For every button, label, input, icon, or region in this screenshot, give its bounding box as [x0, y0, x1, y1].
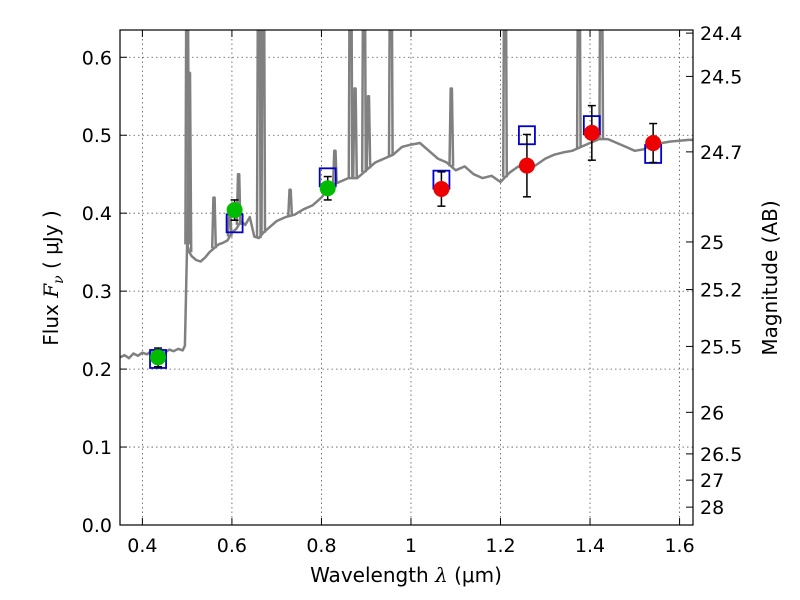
- y-tick-label: 0.5: [82, 125, 112, 147]
- x-tick-label: 0.6: [217, 535, 247, 557]
- y2-tick-label: 24.4: [700, 23, 742, 45]
- emission-line: [501, 30, 509, 178]
- y2-tick-label: 27: [700, 470, 724, 492]
- optical-point: [150, 349, 167, 366]
- y-tick-label: 0.6: [82, 47, 112, 69]
- optical-point: [319, 180, 336, 197]
- emission-line: [448, 87, 455, 167]
- x-axis-label: Wavelength λ (μm): [310, 563, 502, 587]
- emission-line: [360, 30, 368, 173]
- y2-tick-label: 24.5: [700, 66, 742, 88]
- y-tick-label: 0.4: [82, 203, 112, 225]
- spectrum-layer: [120, 30, 693, 360]
- y2-axis-label: Magnitude (AB): [758, 200, 782, 355]
- y2-tick-label: 25.5: [700, 336, 742, 358]
- emission-line: [331, 149, 338, 185]
- x-tick-label: 0.4: [127, 535, 157, 557]
- x-tick-label: 1.4: [575, 535, 605, 557]
- emission-line: [365, 95, 372, 169]
- y2-tick-label: 25: [700, 232, 724, 254]
- y-axis-label: Flux Fν ( μJy ): [39, 210, 67, 345]
- emission-line: [260, 30, 267, 233]
- emission-line: [186, 71, 193, 253]
- y-tick-label: 0.1: [82, 437, 112, 459]
- emission-line: [210, 196, 218, 249]
- optical-point: [226, 202, 243, 219]
- x-tick-label: 0.8: [306, 535, 336, 557]
- ticks: 0.4 0.6 0.8 1 1.2 1.4 1.6 0.0 0.1 0.2 0.3 0.4 0.5 0.6…: [82, 23, 743, 557]
- y-tick-label: 0.3: [82, 281, 112, 303]
- infrared-point: [433, 181, 450, 198]
- y2-tick-label: 26: [700, 402, 724, 424]
- x-tick-label: 1.2: [485, 535, 515, 557]
- emission-line: [287, 188, 294, 216]
- grid: [120, 30, 693, 526]
- emission-line: [351, 87, 359, 179]
- y-tick-label: 0.2: [82, 359, 112, 381]
- y2-tick-label: 26.5: [700, 444, 742, 466]
- infrared-point: [518, 157, 535, 174]
- plot-frame: [119, 29, 694, 526]
- y-tick-label: 0.0: [82, 515, 112, 537]
- y2-tick-label: 25.2: [700, 280, 742, 302]
- x-tick-label: 1: [405, 535, 417, 557]
- y2-tick-label: 28: [700, 497, 724, 519]
- emission-line: [347, 30, 354, 179]
- emission-line: [255, 30, 262, 239]
- infrared-point: [645, 135, 662, 152]
- marks-layer: [149, 104, 663, 369]
- spectrum-line: [120, 137, 693, 360]
- x-tick-label: 1.6: [664, 535, 694, 557]
- infrared-point: [583, 124, 600, 141]
- y2-tick-label: 24.7: [700, 142, 742, 164]
